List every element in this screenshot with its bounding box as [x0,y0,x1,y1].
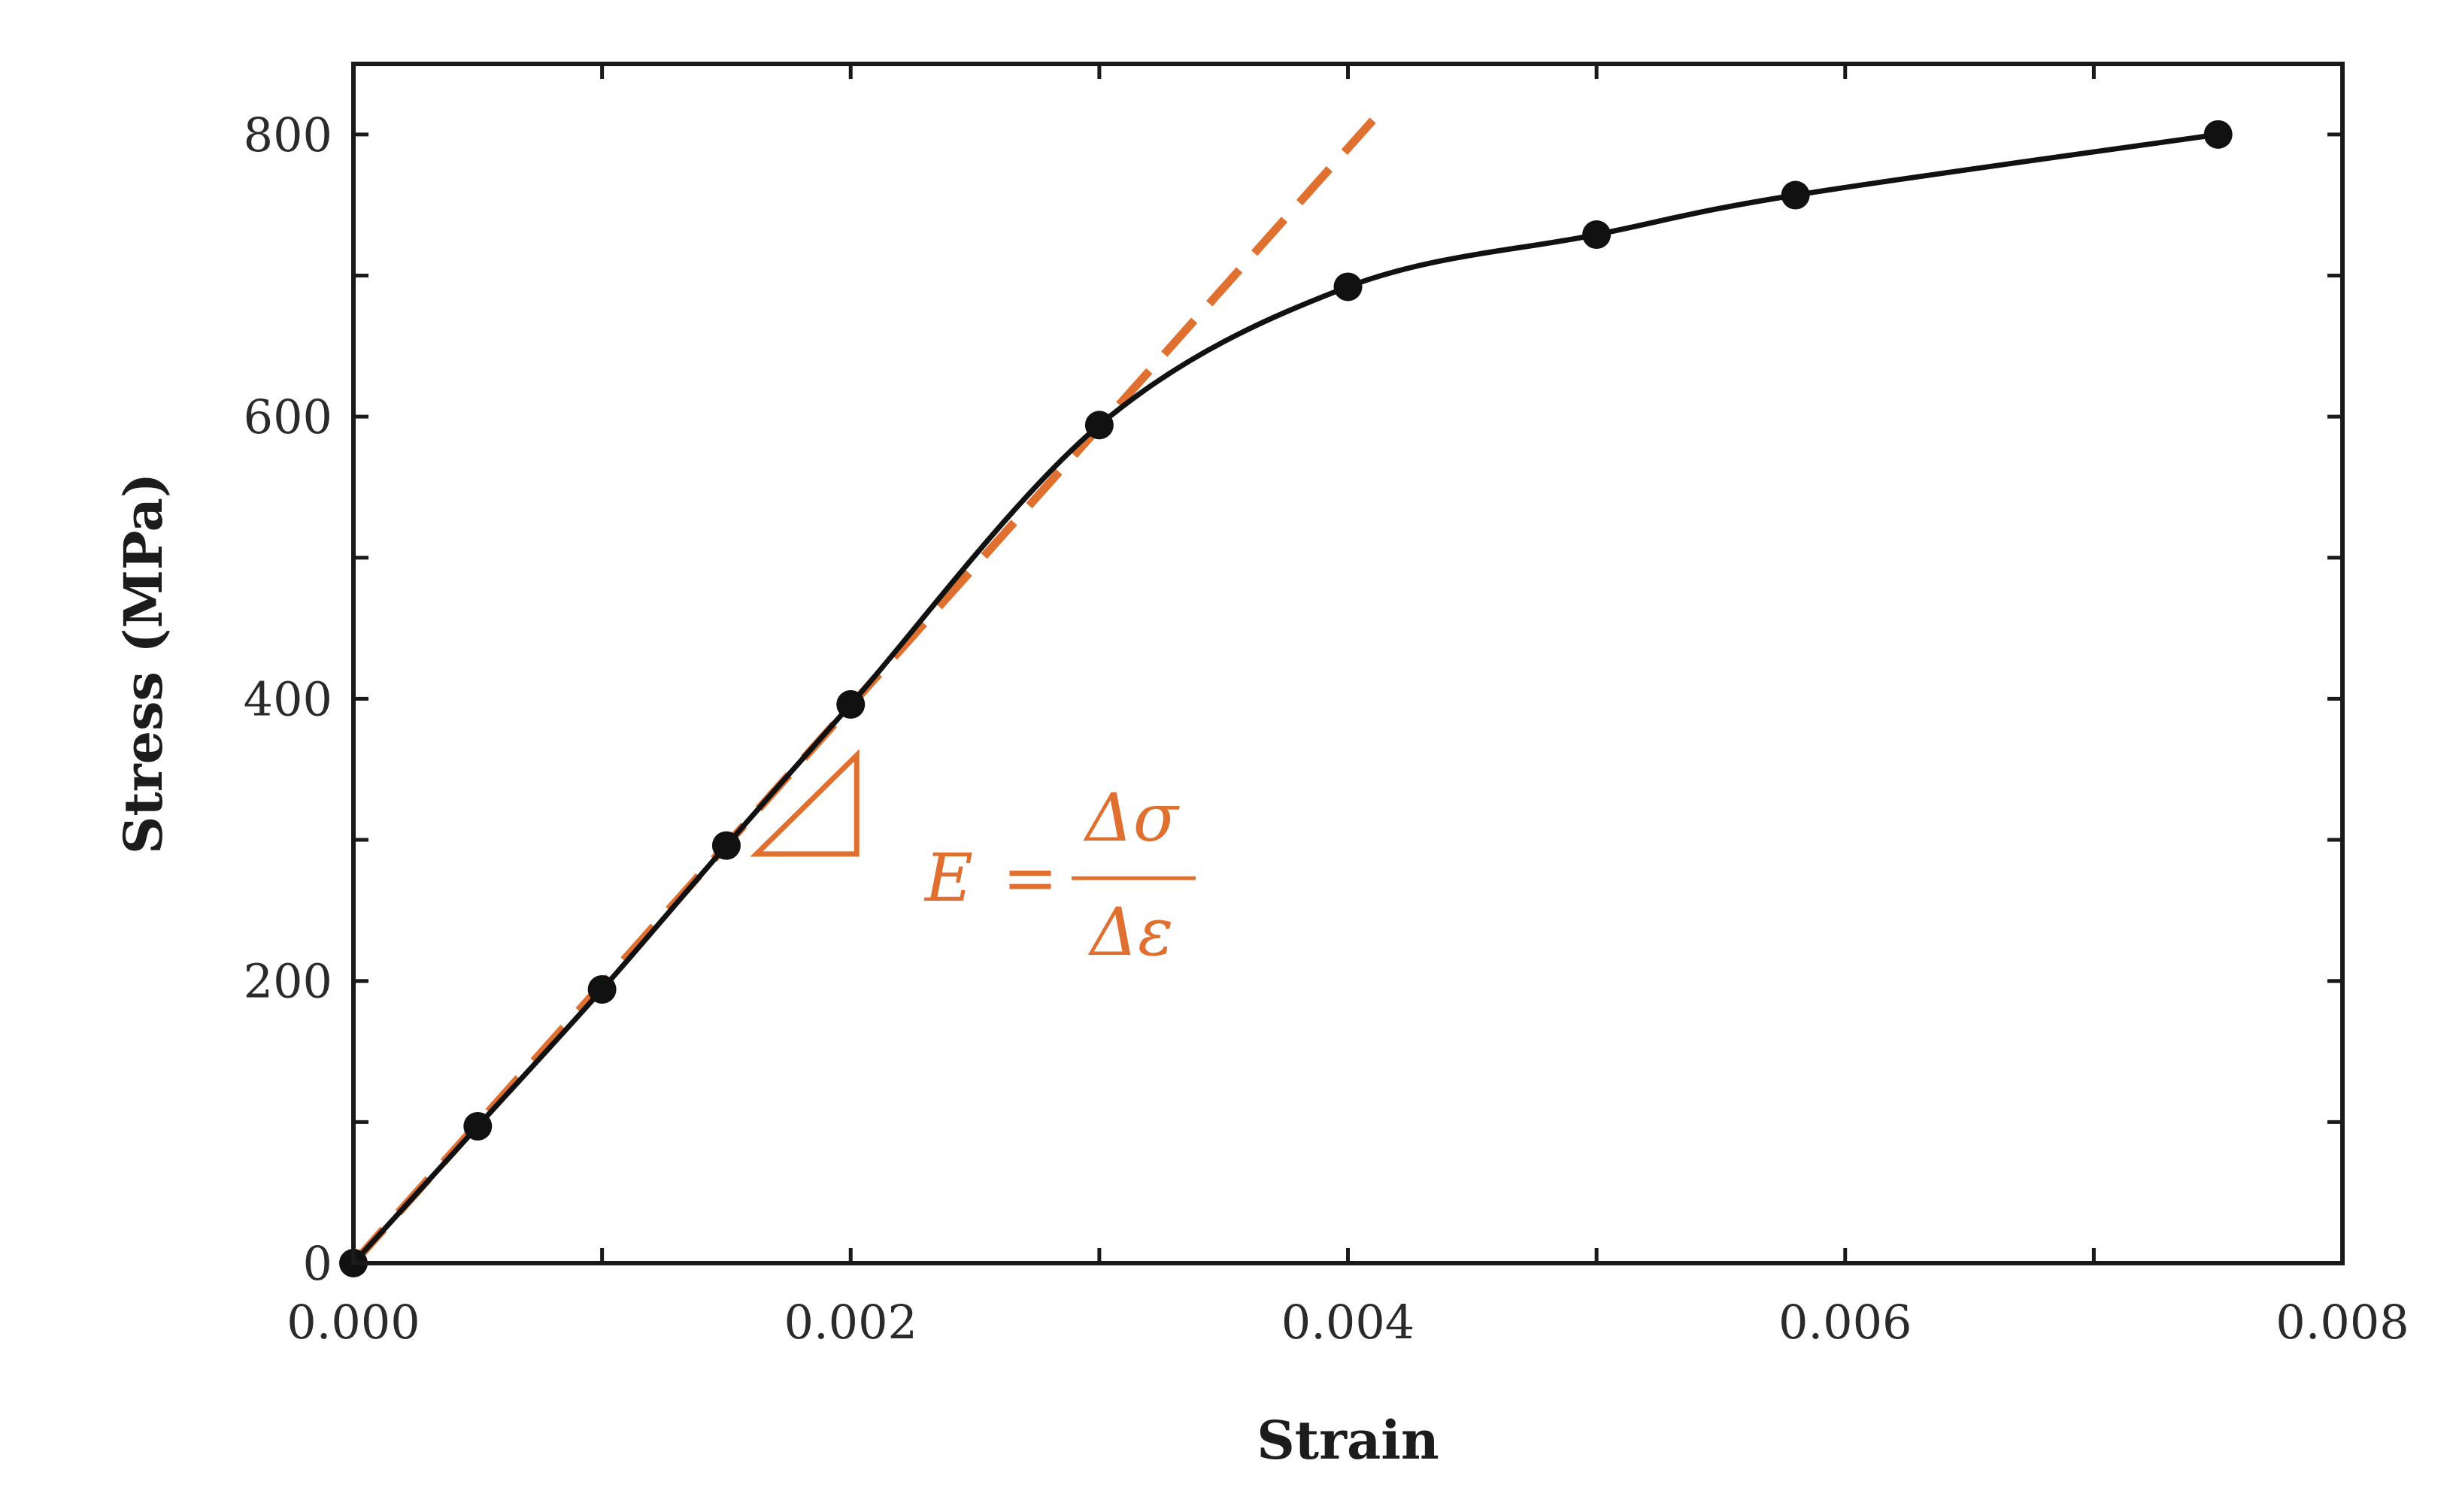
data-point-6 [1333,272,1363,301]
data-point-3 [711,831,741,860]
slope-triangle [750,749,860,857]
equation-denominator: Δε [1088,893,1174,971]
y-tick-label-0: 0 [303,1236,332,1291]
data-point-1 [463,1111,493,1141]
y-tick-label-4: 800 [244,108,332,162]
data-point-2 [587,974,617,1004]
x-tick-label-1: 0.002 [784,1295,918,1350]
plot-frame [351,62,2345,1265]
data-point-4 [836,689,866,719]
tick-labels: 0.000 0.002 0.004 0.006 0.008 0 200 400 600 800 [244,108,2409,1350]
series-line-0 [351,132,2219,1265]
x-axis-title: Strain [1257,1409,1439,1471]
data-point-9 [2203,120,2233,149]
x-tick-label-2: 0.004 [1281,1295,1415,1350]
data-point-5 [1084,411,1114,440]
equation-lhs: E [923,839,973,917]
equation-equals: = [1002,839,1058,917]
x-tick-label-3: 0.006 [1778,1295,1912,1350]
data-point-7 [1582,220,1612,250]
y-axis-title: Stress (MPa) [112,473,174,854]
x-tick-label-0: 0.000 [287,1295,420,1350]
series-layer [339,120,2233,1277]
y-tick-label-3: 600 [244,389,332,444]
y-tick-label-1: 200 [244,954,332,1009]
x-tick-label-4: 0.008 [2276,1295,2409,1350]
data-point-8 [1781,180,1810,210]
axis-ticks [351,64,2345,1265]
y-tick-label-2: 400 [244,671,332,726]
equation-numerator: Δσ [1083,779,1181,856]
modulus-annotation: E = Δσ Δε [750,749,1196,971]
